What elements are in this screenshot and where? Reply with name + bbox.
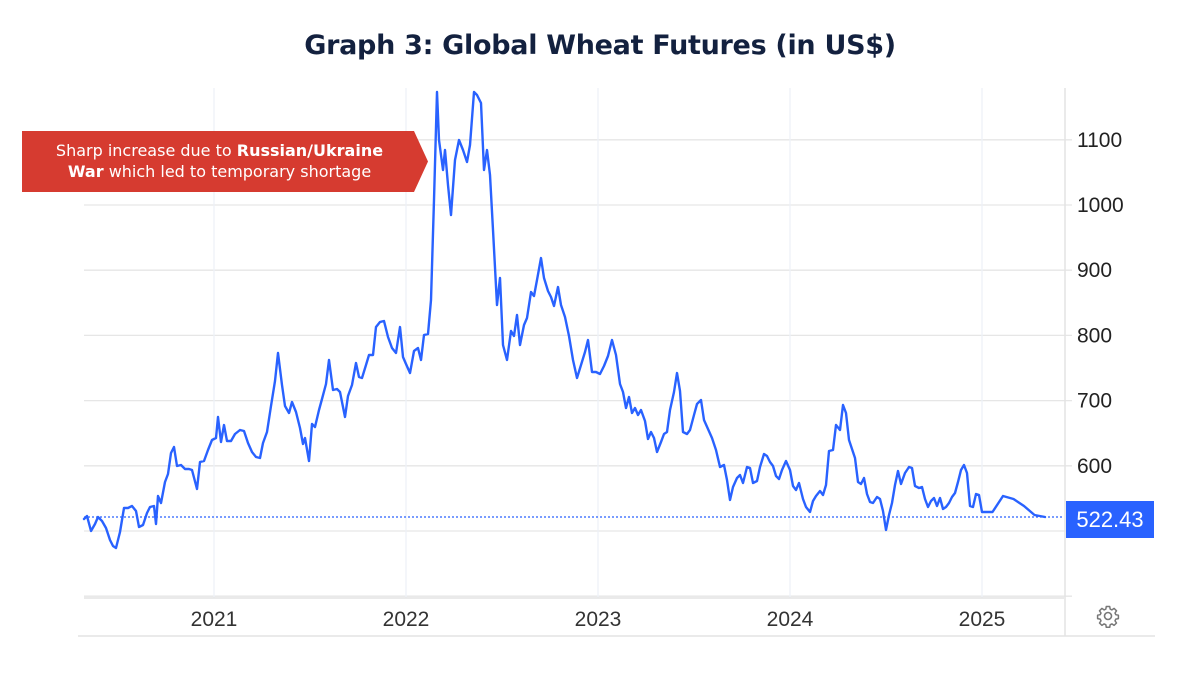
annotation-callout: Sharp increase due to Russian/Ukraine War… xyxy=(22,131,428,192)
annotation-text-bold-2: War xyxy=(67,162,104,181)
last-value-badge: 522.43 xyxy=(1066,501,1154,538)
price-line xyxy=(82,90,1047,550)
y-axis-labels: 600 700 800 900 1000 1100 xyxy=(1077,129,1124,478)
y-tick-label: 1000 xyxy=(1077,194,1124,217)
x-tick-label: 2025 xyxy=(959,608,1006,631)
x-axis-labels: 2021 2022 2023 2024 2025 xyxy=(191,608,1006,631)
annotation-text-post: which led to temporary shortage xyxy=(103,162,372,181)
x-tick-label: 2023 xyxy=(575,608,622,631)
y-tick-label: 900 xyxy=(1077,259,1112,282)
callout-arrow-shape xyxy=(22,131,428,192)
y-tick-label: 600 xyxy=(1077,455,1112,478)
chart-title: Graph 3: Global Wheat Futures (in US$) xyxy=(304,30,896,61)
gear-icon[interactable] xyxy=(1096,604,1120,629)
x-tick-label: 2021 xyxy=(191,608,238,631)
annotation-text-bold-1: Russian/Ukraine xyxy=(236,141,384,160)
x-tick-label: 2022 xyxy=(383,608,430,631)
annotation-text: Sharp increase due to Russian/Ukraine War… xyxy=(22,140,417,182)
y-tick-label: 800 xyxy=(1077,324,1112,347)
y-tick-label: 700 xyxy=(1077,390,1112,413)
x-tick-label: 2024 xyxy=(767,608,814,631)
y-tick-label: 1100 xyxy=(1077,129,1122,152)
annotation-text-pre: Sharp increase due to xyxy=(55,141,237,160)
